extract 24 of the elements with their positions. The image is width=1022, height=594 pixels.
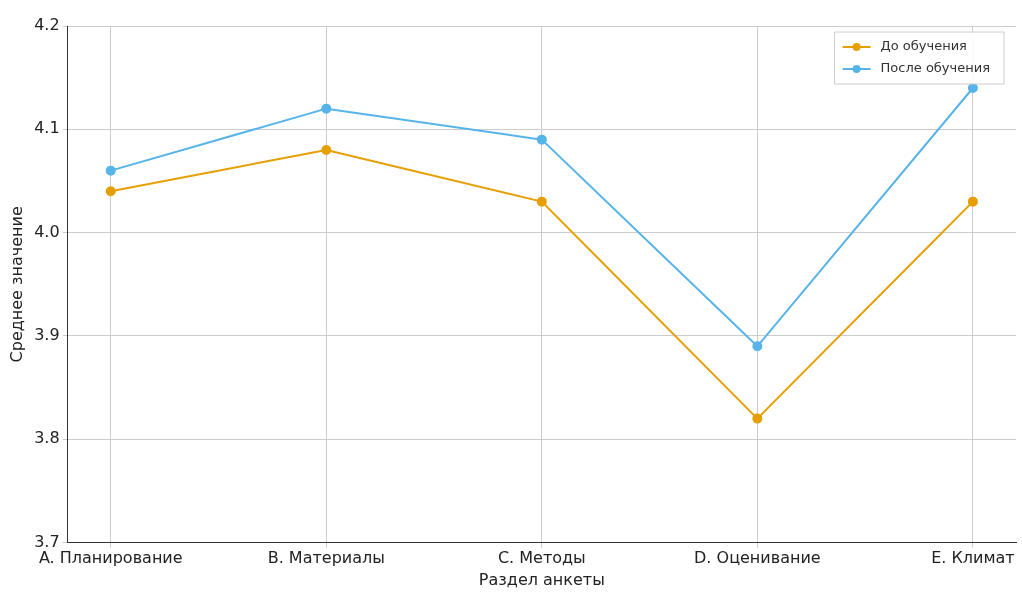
point [321, 103, 332, 114]
point [967, 196, 978, 207]
x-tick-label: C. Методы [497, 548, 586, 568]
legend-label: До обучения [880, 38, 967, 54]
y-tick-label: 3.8 [34, 428, 60, 448]
x-tick-label: A. Планирование [38, 548, 183, 568]
y-axis-title: Среднее значение [6, 206, 26, 363]
point [536, 196, 547, 207]
point [105, 186, 116, 197]
y-tick-label: 3.9 [34, 325, 60, 345]
x-axis-title: Раздел анкеты [478, 569, 605, 589]
x-tick-label: D. Оценивание [694, 548, 821, 568]
point [105, 165, 116, 176]
point [321, 144, 332, 155]
point [536, 134, 547, 145]
y-tick-label: 4.2 [34, 15, 60, 35]
y-tick-label: 4.1 [34, 118, 60, 138]
point [752, 341, 763, 352]
y-tick-label: 4.0 [34, 221, 60, 241]
point [752, 413, 763, 424]
x-tick-label: B. Материалы [267, 548, 385, 568]
x-tick-label: E. Климат [931, 548, 1015, 568]
legend-label: После обучения [880, 60, 991, 76]
y-tick-label: 3.7 [34, 531, 60, 551]
